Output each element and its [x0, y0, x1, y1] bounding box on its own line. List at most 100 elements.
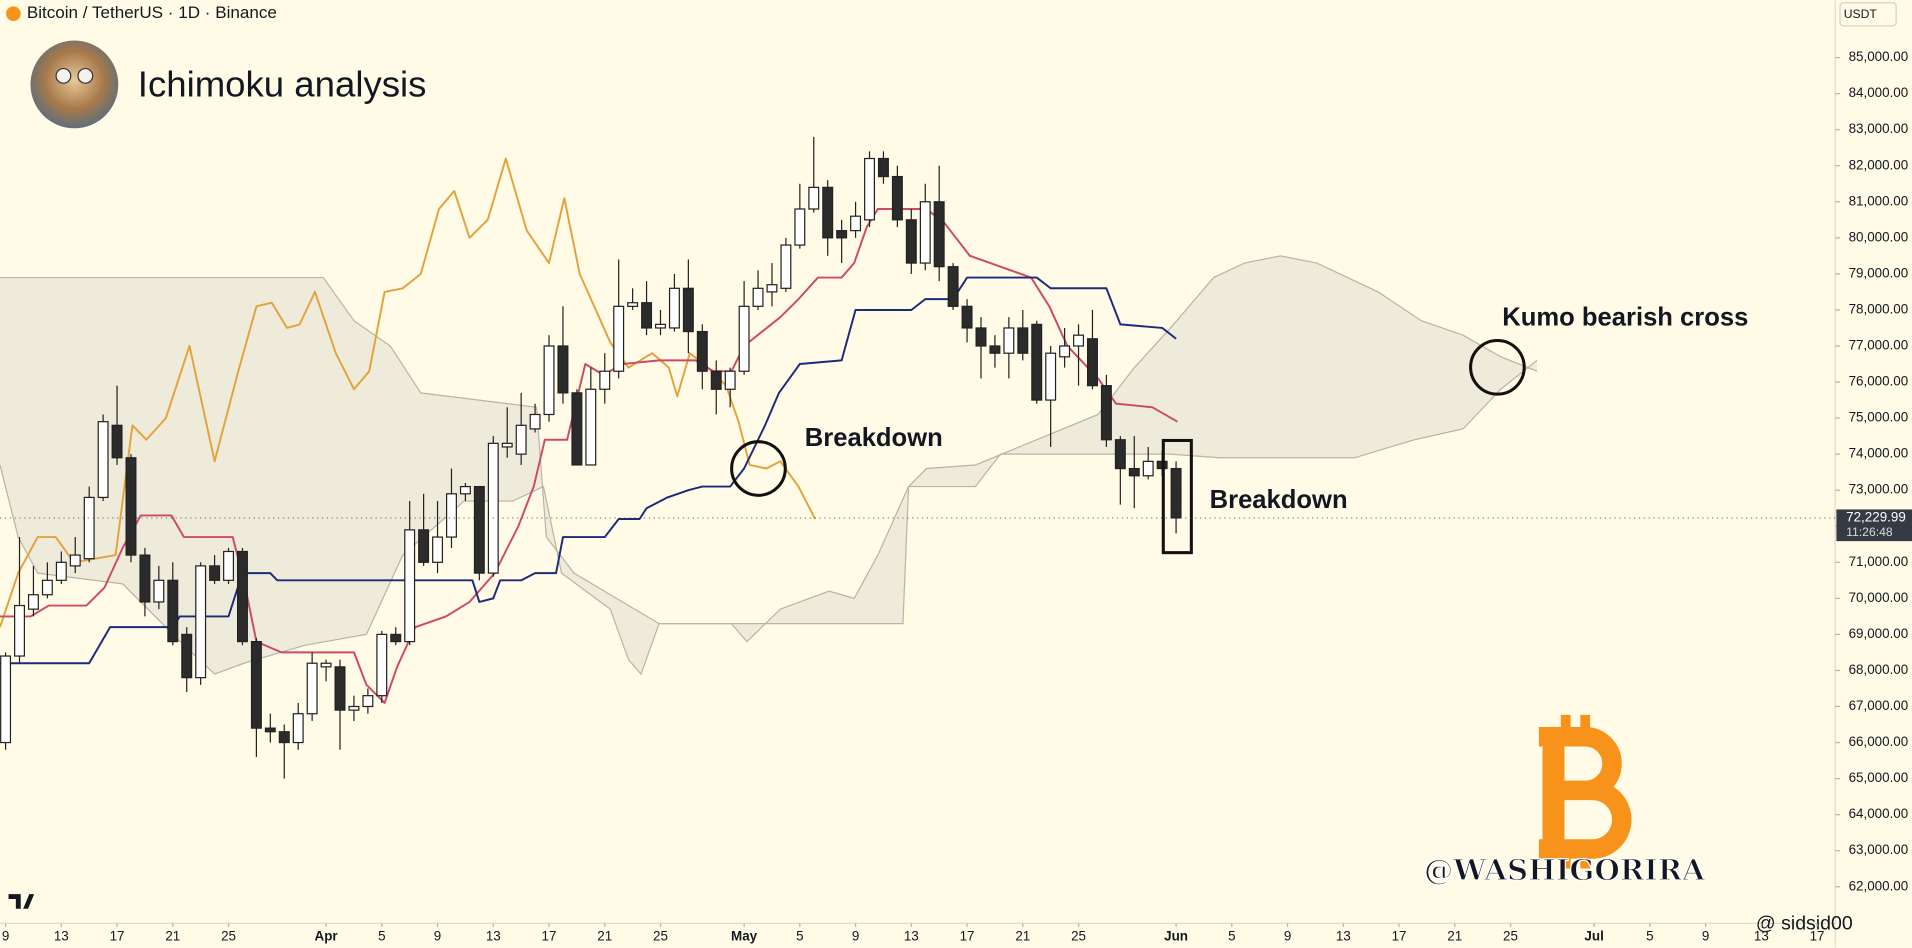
x-tick-label: 21 [1015, 928, 1030, 943]
candle-body [989, 345, 1001, 354]
candle-body [223, 550, 235, 581]
candle-body [404, 529, 416, 643]
candle-body [445, 493, 457, 538]
candle-body [376, 633, 388, 697]
x-tick-label: Jun [1164, 928, 1188, 943]
avatar-glasses [77, 67, 94, 84]
candle-body [585, 388, 597, 466]
candle-body [515, 424, 527, 455]
candle-body [947, 266, 959, 307]
y-tick-label: 76,000.00 [1849, 374, 1909, 389]
candle-body [362, 695, 374, 708]
y-tick-label: 63,000.00 [1849, 842, 1909, 857]
candle-body [250, 640, 262, 729]
x-tick-label: 5 [1228, 928, 1235, 943]
y-tick-label: 67,000.00 [1849, 698, 1909, 713]
y-tick-label: 85,000.00 [1849, 49, 1909, 64]
candle-body [487, 442, 499, 574]
credit: @ sidsid00 [1756, 913, 1853, 935]
x-tick-label: 9 [434, 928, 441, 943]
candle-body [306, 662, 318, 715]
signature: @WASHIGORIRA [1424, 853, 1706, 887]
candle-body [1003, 327, 1015, 354]
currency-box[interactable] [1839, 2, 1897, 27]
y-tick-label: 78,000.00 [1849, 301, 1909, 316]
candle-body [1059, 345, 1071, 358]
candle-body [27, 594, 39, 610]
candle-body [97, 421, 109, 499]
x-tick-label: 17 [960, 928, 975, 943]
x-tick-label: May [731, 928, 758, 943]
highlight-box [1161, 438, 1193, 555]
candle-body [877, 157, 889, 178]
y-tick-label: 70,000.00 [1849, 590, 1909, 605]
x-tick-label: 21 [1447, 928, 1462, 943]
candle-body [682, 287, 694, 333]
x-tick-label: 13 [1336, 928, 1351, 943]
candle-body [1142, 460, 1154, 477]
y-tick-label: 62,000.00 [1849, 878, 1909, 893]
y-tick-label: 65,000.00 [1849, 770, 1909, 785]
x-tick-label: Jul [1584, 928, 1603, 943]
chart-title: Ichimoku analysis [138, 64, 427, 105]
candle-body [850, 215, 862, 232]
candle-body [710, 370, 722, 390]
y-tick-label: 69,000.00 [1849, 626, 1909, 641]
candle-body [599, 370, 611, 390]
x-tick-label: 13 [1754, 928, 1769, 943]
y-tick-label: 71,000.00 [1849, 554, 1909, 569]
candle-body [0, 655, 12, 744]
candle-body [1114, 439, 1126, 470]
candle-body [69, 554, 81, 567]
x-tick-label: 17 [1810, 928, 1825, 943]
x-tick-label: 13 [486, 928, 501, 943]
x-tick-label: 21 [597, 928, 612, 943]
x-tick-label: 25 [1503, 928, 1518, 943]
y-tick-label: 81,000.00 [1849, 193, 1909, 208]
candle-body [864, 157, 876, 221]
x-tick-label: 25 [1071, 928, 1086, 943]
symbol-icon [6, 6, 21, 21]
candle-body [390, 633, 402, 643]
candle-body [738, 305, 750, 372]
x-tick-label: Apr [315, 928, 339, 943]
candle-body [264, 727, 276, 733]
currency-label: USDT [1844, 7, 1878, 21]
bitcoin-logo [1538, 714, 1632, 869]
x-tick-label: 25 [221, 928, 236, 943]
candle-body [543, 345, 555, 416]
x-tick-label: 17 [1392, 928, 1407, 943]
candle-body [1128, 467, 1140, 477]
candle-body [209, 565, 221, 581]
senkou-span-b [0, 276, 1538, 625]
x-tick-label: 9 [1284, 928, 1291, 943]
plot-area [0, 136, 1538, 779]
y-tick-label: 75,000.00 [1849, 410, 1909, 425]
candle-body [348, 705, 360, 711]
annotation: Breakdown [1210, 486, 1348, 514]
countdown-label: 11:26:48 [1846, 525, 1893, 539]
candle-body [111, 424, 123, 459]
annotation: Breakdown [805, 424, 943, 452]
candle-body [794, 208, 806, 246]
candle-body [641, 302, 653, 329]
candle-body [1017, 327, 1029, 354]
x-tick-label: 5 [378, 928, 385, 943]
x-tick-label: 17 [542, 928, 557, 943]
candle-body [1031, 323, 1043, 401]
candle-body [905, 219, 917, 264]
candle-body [55, 561, 67, 581]
candle-body [41, 579, 53, 596]
candle-body [696, 330, 708, 372]
x-tick-label: 9 [852, 928, 859, 943]
y-tick-label: 83,000.00 [1849, 121, 1909, 136]
candle-body [292, 713, 304, 744]
last-price-box [1836, 509, 1912, 542]
x-tick-label: 13 [904, 928, 919, 943]
candle-body [961, 305, 973, 329]
candle-body [822, 186, 834, 239]
candle-body [432, 536, 444, 563]
candle-body [919, 201, 931, 264]
candle-body [975, 327, 987, 347]
